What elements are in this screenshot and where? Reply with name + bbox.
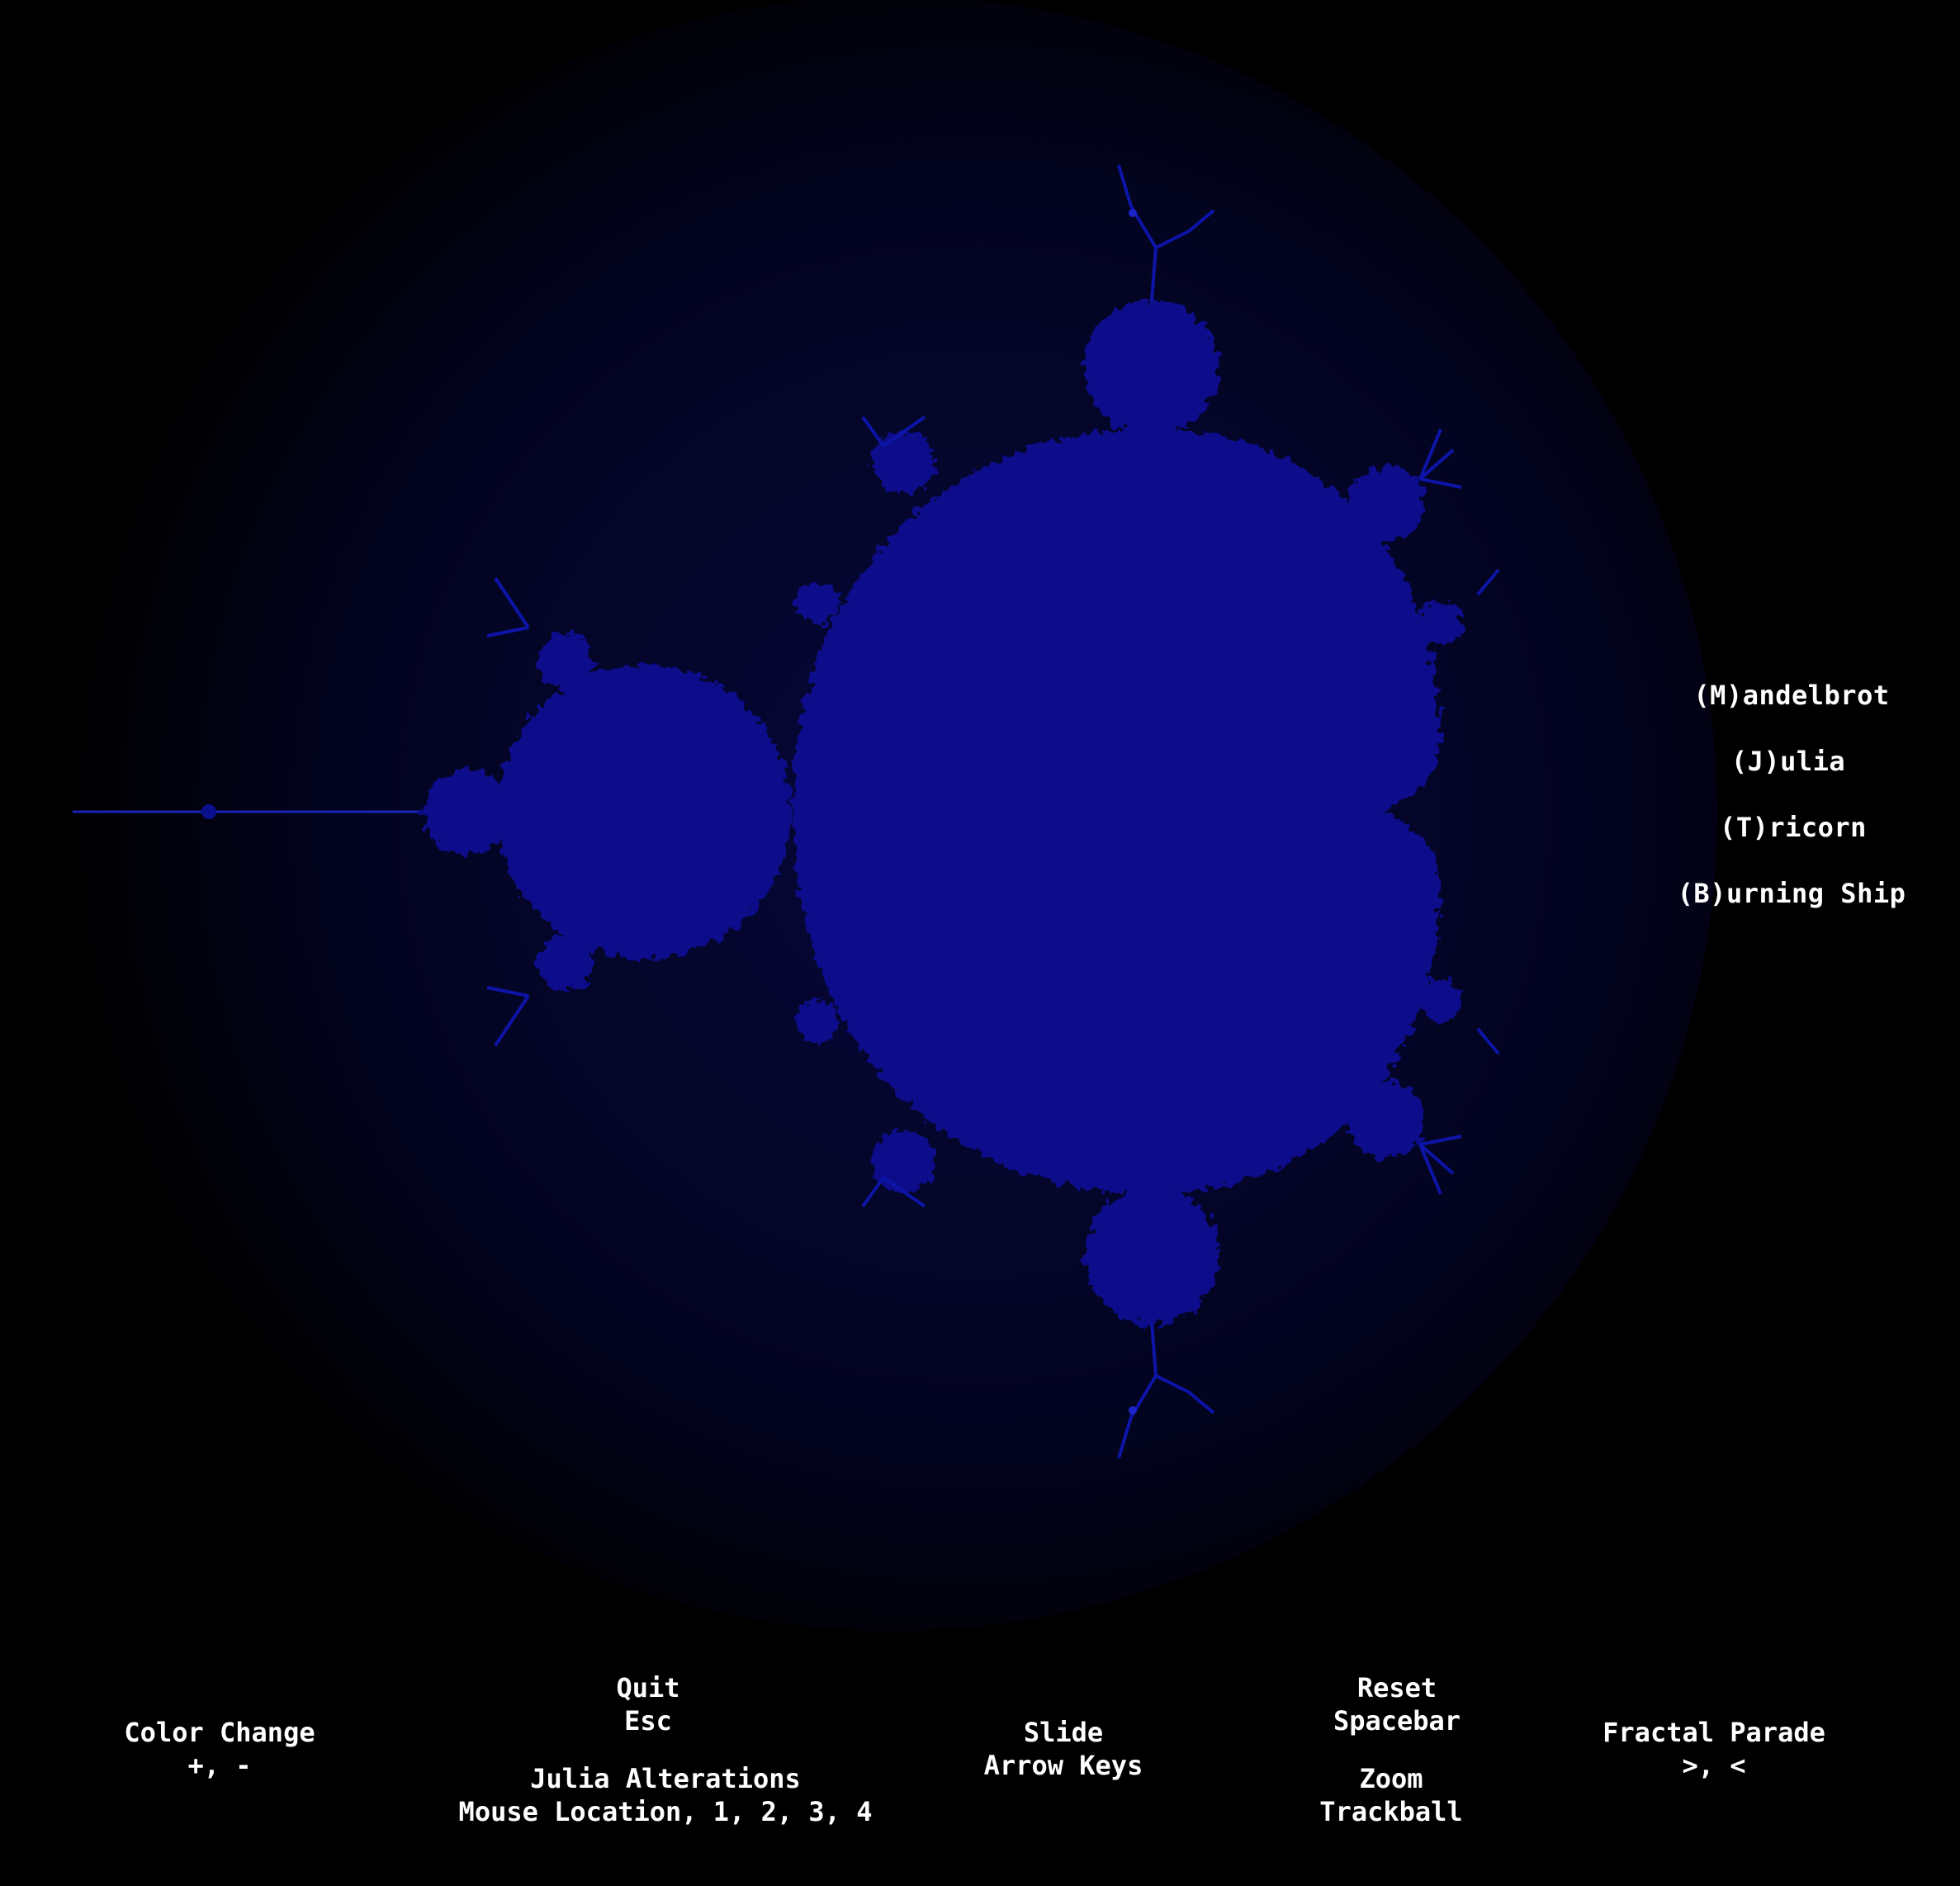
mandelbrot-set [73,164,1500,1459]
menu-item-mandelbrot[interactable]: (M)andelbrot [1693,680,1890,711]
mini-brot [201,804,216,819]
main-cardioid [793,429,1442,1195]
control-slide: Slide Arrow Keys [984,1716,1143,1782]
control-color-change: Color Change +, - [124,1716,315,1782]
control-slide-label: Slide [1023,1717,1104,1748]
mandelbrot-render[interactable] [0,0,1960,1635]
control-fractal-parade: Fractal Parade >, < [1603,1716,1825,1782]
control-color-change-label: Color Change [124,1717,315,1748]
menu-item-tricorn[interactable]: (T)ricorn [1720,812,1867,843]
control-reset-label: Reset [1356,1672,1437,1704]
control-fractal-parade-label: Fractal Parade [1603,1717,1825,1748]
control-quit: Quit Esc [616,1671,679,1737]
control-julia-alterations: Julia Alterations Mouse Location, 1, 2, … [459,1762,873,1828]
menu-item-julia[interactable]: (J)ulia [1730,746,1846,777]
control-julia-alterations-keys: Mouse Location, 1, 2, 3, 4 [458,1796,873,1827]
control-zoom-keys: Trackball [1319,1796,1463,1827]
control-quit-label: Quit [616,1672,680,1704]
control-reset: Reset Spacebar [1333,1671,1461,1737]
menu-item-burning-ship[interactable]: (B)urning Ship [1677,878,1906,909]
control-quit-keys: Esc [624,1705,672,1737]
control-reset-keys: Spacebar [1333,1705,1461,1737]
control-zoom: Zoom Trackball [1319,1762,1462,1828]
control-zoom-label: Zoom [1359,1763,1423,1794]
period-4-bulb [424,769,509,855]
control-julia-alterations-label: Julia Alterations [530,1763,801,1794]
bottom-bulb [1084,1188,1219,1324]
period-2-bulb [497,665,791,959]
top-bulb [1084,300,1219,435]
control-fractal-parade-keys: >, < [1682,1750,1746,1781]
control-color-change-keys: +, - [187,1750,252,1781]
fractal-viewport[interactable] [0,0,1960,1635]
control-slide-keys: Arrow Keys [983,1750,1143,1781]
